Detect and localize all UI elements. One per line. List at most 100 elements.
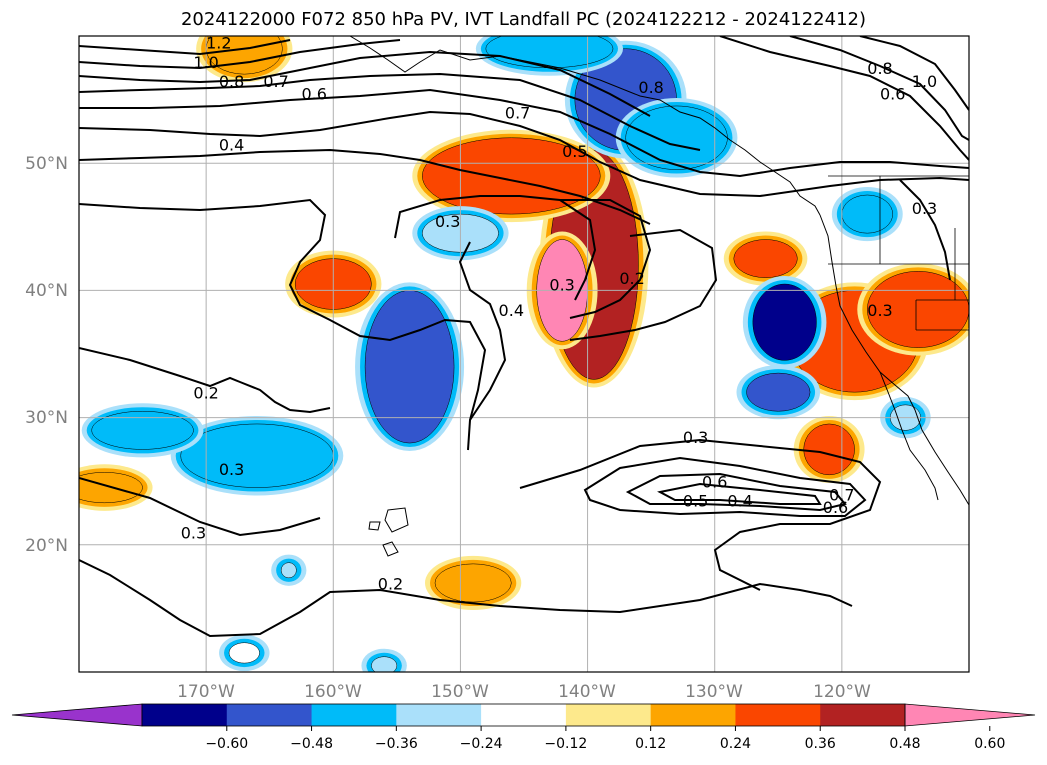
colorbar-extend-high: [904, 703, 1036, 727]
contour-label: 0.2: [378, 574, 403, 593]
map-frame: [78, 35, 970, 673]
colorbar-tick-label: 0.48: [889, 736, 920, 752]
contour-label: 1.0: [912, 72, 937, 91]
contour-0.6-band: [79, 88, 969, 178]
contour-label: 0.7: [829, 485, 854, 504]
pc-shading-cell: [180, 423, 334, 488]
contour-0.3-southwest: [79, 477, 321, 537]
colorbar-cell: [481, 704, 567, 726]
contour-label: 0.6: [823, 498, 848, 517]
contour-ne-1: [719, 36, 969, 161]
contour-0.2-south: [79, 559, 853, 638]
page-title: 2024122000 F072 850 hPa PV, IVT Landfall…: [180, 9, 867, 30]
contour-0.3-middle: [458, 241, 507, 421]
colorbar-cell: [226, 704, 313, 726]
contour-ne-3: [859, 36, 969, 111]
contour-label: 0.3: [912, 199, 937, 218]
contour-label: 0.4: [727, 492, 752, 511]
coastline-hawaii-2: [368, 521, 381, 531]
contour-ne-4: [899, 179, 951, 281]
coastline-baja: [879, 371, 939, 501]
contour-0.2-east: [569, 228, 718, 341]
state-borders: [828, 175, 969, 331]
contour-label: 0.3: [683, 428, 708, 447]
pc-shading-cell: [733, 239, 798, 278]
lat-label-30n: 30°N: [25, 408, 68, 428]
colorbar-frame: [141, 703, 906, 727]
contour-label: 0.3: [435, 212, 460, 231]
pc-shading-cell: [422, 137, 601, 215]
pc-shading-cell: [752, 283, 817, 361]
contour-label: 0.6: [301, 85, 326, 104]
contour-label: 0.8: [219, 72, 244, 91]
contour-label: 0.4: [219, 135, 244, 154]
colorbar-cell: [396, 704, 482, 726]
contour-label: 0.6: [702, 473, 727, 492]
pc-shading-cell: [228, 642, 260, 664]
colorbar-tick-label: 0.60: [974, 736, 1005, 752]
contour-gyre-2: [625, 472, 847, 512]
colorbar-cell: [565, 704, 652, 726]
lon-label-140w: 140°W: [558, 682, 616, 702]
colorbar-cell: [142, 704, 228, 726]
colorbar: −0.60 −0.48 −0.36 −0.24 −0.12 0.12 0.24 0.36 0.4…: [11, 703, 1036, 752]
contour-0.7-band: [79, 72, 701, 151]
contour-label: 0.4: [499, 301, 524, 320]
contour-0.5-band: [79, 110, 969, 198]
contour-label: 0.7: [505, 104, 530, 123]
lat-label-50n: 50°N: [25, 154, 68, 174]
map-gridlines: [79, 36, 969, 672]
colorbar-tick-label: 0.24: [720, 736, 751, 752]
contour-label: 0.2: [619, 269, 644, 288]
contour-labels: 1.21.00.8 0.70.60.40.70.50.81.40.80.61.00…: [181, 21, 938, 593]
contour-1.2-band: [79, 39, 291, 56]
pv-contours: [79, 36, 969, 638]
pc-shading-cell: [485, 36, 614, 69]
colorbar-tick-label: −0.60: [205, 736, 248, 752]
contour-label: 0.8: [867, 59, 892, 78]
lat-label-40n: 40°N: [25, 281, 68, 301]
pc-shading-cell: [280, 562, 297, 579]
colorbar-cell: [820, 704, 906, 726]
colorbar-tick-label: −0.12: [544, 736, 587, 752]
contour-label: 0.5: [683, 492, 708, 511]
contour-label: 0.3: [181, 523, 206, 542]
contour-label: 0.2: [193, 384, 218, 403]
contour-label: 1.4: [791, 21, 816, 40]
pc-shading-cell: [79, 472, 143, 504]
contour-0.2-west: [79, 347, 331, 414]
contour-label: 1.0: [193, 53, 218, 72]
colorbar-tick-label: 0.12: [635, 736, 666, 752]
map-axis-labels: 50°N 40°N 30°N 20°N 170°W 160°W 150°W 14…: [25, 154, 871, 702]
lon-label-130w: 130°W: [685, 682, 743, 702]
pc-shading-cell: [746, 372, 811, 412]
colorbar-tick-label: 0.36: [805, 736, 836, 752]
contour-gyre-1: [583, 456, 867, 517]
contour-0.3-inner: [394, 195, 597, 301]
pc-shading-cell: [841, 194, 893, 234]
contour-label: 0.5: [562, 142, 587, 161]
lon-label-120w: 120°W: [813, 682, 871, 702]
lon-label-160w: 160°W: [304, 682, 362, 702]
contour-0.3-west: [79, 198, 487, 451]
contour-label: 0.3: [549, 275, 574, 294]
coastline-hawaii-3: [382, 541, 399, 557]
colorbar-tick-label: −0.48: [290, 736, 333, 752]
colorbar-tick-label: −0.24: [460, 736, 503, 752]
contour-gyre-outer: [519, 438, 882, 591]
coastline-hawaii-1: [384, 507, 409, 533]
coastline-north-america: [819, 214, 969, 506]
colorbar-cell: [735, 704, 821, 726]
contour-0.3-loop: [560, 199, 652, 319]
lat-label-20n: 20°N: [25, 536, 68, 556]
contour-0.4-band: [79, 148, 651, 225]
colorbar-tick-label: −0.36: [375, 736, 418, 752]
coastlines: [349, 36, 969, 557]
colorbar-cell: [650, 704, 736, 726]
pc-shading-cell: [625, 105, 728, 170]
coastline-alaska: [349, 36, 821, 216]
pc-shading-cell: [434, 563, 512, 603]
contour-label: 0.8: [638, 78, 663, 97]
colorbar-extend-low: [11, 703, 143, 727]
